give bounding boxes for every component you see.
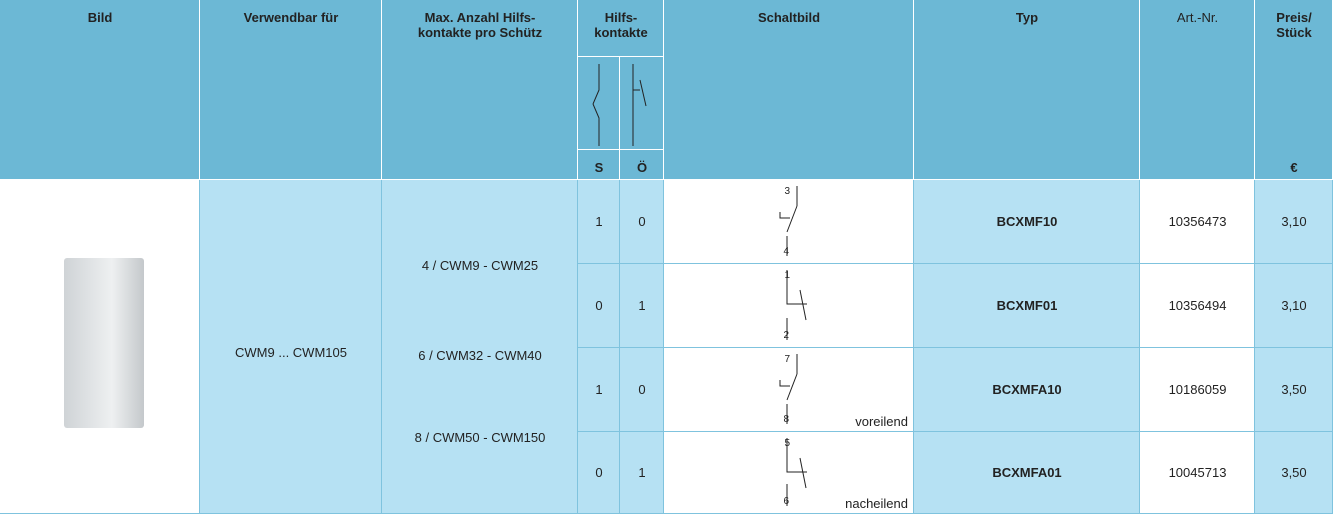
- body-cell: [914, 264, 1140, 348]
- header-label: Schaltbild: [757, 10, 821, 25]
- cell-text: BCXMF01: [996, 298, 1058, 313]
- cell-text: 1: [595, 214, 603, 229]
- schaltbild-cell: [664, 180, 914, 264]
- body-cell: [1255, 180, 1333, 264]
- cell-text: CWM9 ... CWM105: [235, 345, 347, 360]
- cell-text: BCXMF10: [996, 214, 1058, 229]
- header-cell: [200, 0, 382, 180]
- body-cell: [620, 180, 664, 264]
- cell-text: 3,10: [1281, 214, 1307, 229]
- body-cell: [620, 264, 664, 348]
- header-cell: [382, 0, 578, 180]
- cell-text: 3,50: [1281, 465, 1307, 480]
- body-cell: [1140, 348, 1255, 432]
- symbol-label: 2: [783, 330, 789, 341]
- cell-text: 3,10: [1281, 298, 1307, 313]
- cell-text: 1: [638, 465, 646, 480]
- body-cell: [1255, 348, 1333, 432]
- symbol-line: [786, 438, 807, 473]
- schaltbild-cell: [664, 348, 914, 432]
- header-label: Typ: [1015, 10, 1039, 25]
- cell-text: 10356494: [1168, 298, 1227, 313]
- header-cell: [578, 150, 620, 180]
- cell-text: 0: [638, 214, 646, 229]
- cell-text: 0: [595, 298, 603, 313]
- cell-text: 0: [595, 465, 603, 480]
- header-cell: [664, 150, 914, 180]
- header-label: Verwendbar für: [243, 10, 339, 25]
- header-label: Bild: [87, 10, 113, 25]
- header-label: €: [1290, 160, 1298, 175]
- symbol-line: [786, 205, 798, 233]
- body-cell: [620, 348, 664, 432]
- cell-text: 1: [638, 298, 646, 313]
- header-cell: [1140, 0, 1255, 180]
- cell-text: BCXMFA01: [992, 465, 1062, 480]
- body-cell: [578, 180, 620, 264]
- cell-text: 0: [638, 382, 646, 397]
- body-cell: [914, 348, 1140, 432]
- symbol-label: 4: [783, 246, 789, 257]
- header-cell: [578, 0, 664, 57]
- symbol-line: [779, 212, 790, 219]
- product-image: [64, 258, 144, 428]
- body-cell: [578, 432, 620, 514]
- cell-text: 10186059: [1168, 382, 1227, 397]
- symbol-line: [592, 103, 600, 146]
- symbol-line: [786, 270, 807, 305]
- cell-text: 3,50: [1281, 382, 1307, 397]
- header-label: S: [594, 160, 604, 175]
- header-label: Ö: [636, 160, 648, 175]
- symbol-label: nacheilend: [845, 496, 908, 511]
- body-cell: [1140, 180, 1255, 264]
- cell-text: 6 / CWM32 - CWM40: [418, 348, 542, 363]
- body-cell: [578, 264, 620, 348]
- schaltbild-cell: [664, 264, 914, 348]
- symbol-line: [799, 457, 807, 489]
- symbol-line: [639, 79, 647, 107]
- cell-text: BCXMFA10: [992, 382, 1062, 397]
- body-cell: [914, 180, 1140, 264]
- symbol-label: voreilend: [855, 414, 908, 429]
- header-label: Max. Anzahl Hilfs- kontakte pro Schütz: [417, 10, 543, 40]
- header-label: Preis/ Stück: [1276, 10, 1312, 40]
- symbol-line: [786, 373, 798, 401]
- header-label: Art.-Nr.: [1176, 10, 1219, 25]
- header-label: Hilfs- kontakte: [594, 10, 648, 40]
- cell-text: 10356473: [1168, 214, 1227, 229]
- header-cell: [620, 150, 664, 180]
- header-cell: [914, 0, 1140, 180]
- symbol-label: 6: [783, 496, 789, 507]
- cell-text: 4 / CWM9 - CWM25: [421, 258, 539, 273]
- body-cell: [1140, 264, 1255, 348]
- symbol-line: [592, 64, 600, 105]
- symbol-label: 3: [784, 186, 790, 197]
- cell-text: 8 / CWM50 - CWM150: [414, 430, 546, 445]
- symbol-label: 8: [783, 414, 789, 425]
- cell-text: 1: [595, 382, 603, 397]
- header-cell: [620, 57, 664, 150]
- symbol-label: 7: [784, 354, 790, 365]
- header-cell: [1255, 150, 1333, 180]
- symbol-line: [799, 289, 807, 321]
- body-cell: [578, 348, 620, 432]
- symbol-line: [779, 380, 790, 387]
- body-cell: [200, 180, 382, 514]
- body-cell: [382, 180, 578, 514]
- cell-text: 10045713: [1168, 465, 1227, 480]
- header-cell: [0, 0, 200, 180]
